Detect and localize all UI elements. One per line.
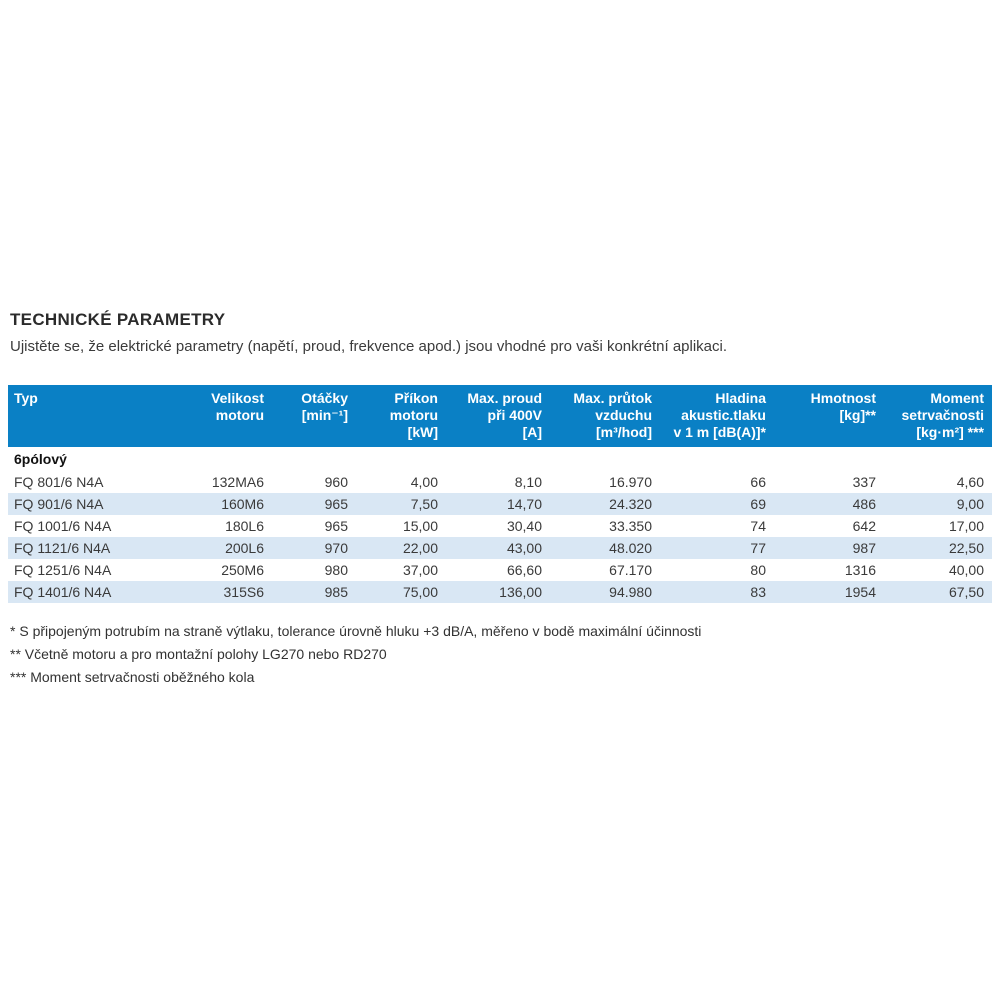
table-cell: 75,00	[356, 581, 446, 603]
table-cell: 250M6	[221, 562, 264, 578]
table-cell: 77	[660, 537, 774, 559]
table-cell: FQ 801/6 N4A	[14, 474, 104, 490]
table-cell: 66,60	[506, 562, 542, 578]
table-row: FQ 801/6 N4A 132MA6 960 4,00 8,10 16.970…	[8, 471, 992, 493]
table-cell: FQ 1401/6 N4A	[8, 581, 176, 603]
table-cell: 960	[324, 474, 348, 490]
table-cell: 965	[324, 518, 348, 534]
page-title: TECHNICKÉ PARAMETRY	[10, 310, 226, 329]
table-cell: 22,50	[884, 537, 992, 559]
table-header-row: Typ Velikost motoru Otáčky [min⁻¹] Příko…	[8, 385, 992, 447]
table-cell: 37,00	[402, 562, 438, 578]
col-header-typ: Typ	[8, 385, 176, 447]
table-cell: 15,00	[402, 518, 438, 534]
table-cell: 1316	[844, 562, 876, 578]
col-header-hladina-akustickeho-tlaku: Hladina akustic.tlaku v 1 m [dB(A)]*	[660, 385, 774, 447]
col-header-velikost-motoru: Velikost motoru	[176, 385, 272, 447]
table-cell: 9,00	[884, 493, 992, 515]
table-cell: 132MA6	[211, 474, 264, 490]
table-cell: 200L6	[176, 537, 272, 559]
table-cell: FQ 901/6 N4A	[8, 493, 176, 515]
table-cell: 180L6	[225, 518, 264, 534]
table-cell: 74	[750, 518, 766, 534]
table-row: FQ 1401/6 N4A 315S6 985 75,00 136,00 94.…	[8, 581, 992, 603]
table-row: FQ 1251/6 N4A 250M6 980 37,00 66,60 67.1…	[8, 559, 992, 581]
table-cell: 80	[750, 562, 766, 578]
table-cell: 83	[660, 581, 774, 603]
table-cell: 30,40	[506, 518, 542, 534]
table-cell: 980	[324, 562, 348, 578]
col-header-max-proud: Max. proud při 400V [A]	[446, 385, 550, 447]
datasheet-section: TECHNICKÉ PARAMETRY Ujistěte se, že elek…	[8, 310, 992, 689]
table-cell: 66	[750, 474, 766, 490]
table-cell: FQ 1121/6 N4A	[8, 537, 176, 559]
table-cell: 642	[852, 518, 876, 534]
table-cell: 8,10	[514, 474, 542, 490]
footnote-3: *** Moment setrvačnosti oběžného kola	[10, 669, 255, 685]
table-group-row: 6pólový	[8, 447, 992, 471]
table-cell: FQ 1251/6 N4A	[14, 562, 112, 578]
table-cell: 315S6	[176, 581, 272, 603]
table-row: FQ 901/6 N4A 160M6 965 7,50 14,70 24.320…	[8, 493, 992, 515]
col-header-otacky: Otáčky [min⁻¹]	[272, 385, 356, 447]
col-header-moment-setrvacnosti: Moment setrvačnosti [kg·m²] ***	[884, 385, 992, 447]
table-cell: 67.170	[609, 562, 652, 578]
table-cell: 24.320	[550, 493, 660, 515]
table-cell: 965	[272, 493, 356, 515]
group-label: 6pólový	[14, 451, 67, 467]
table-cell: 67,50	[884, 581, 992, 603]
footnote-1: * S připojeným potrubím na straně výtlak…	[10, 623, 702, 639]
table-cell: 17,00	[948, 518, 984, 534]
table-cell: 14,70	[446, 493, 550, 515]
table-cell: 987	[774, 537, 884, 559]
table-cell: 16.970	[609, 474, 652, 490]
table-cell: 970	[272, 537, 356, 559]
table-cell: 48.020	[550, 537, 660, 559]
footnote-2: ** Včetně motoru a pro montažní polohy L…	[10, 646, 387, 662]
table-row: FQ 1121/6 N4A 200L6 970 22,00 43,00 48.0…	[8, 537, 992, 559]
table-cell: 486	[774, 493, 884, 515]
table-cell: 337	[852, 474, 876, 490]
table-cell: FQ 1001/6 N4A	[14, 518, 112, 534]
table-cell: 4,00	[410, 474, 438, 490]
table-cell: 94.980	[550, 581, 660, 603]
col-header-max-prutok: Max. průtok vzduchu [m³/hod]	[550, 385, 660, 447]
col-header-prikon-motoru: Příkon motoru [kW]	[356, 385, 446, 447]
table-cell: 69	[660, 493, 774, 515]
table-cell: 160M6	[176, 493, 272, 515]
table-cell: 43,00	[446, 537, 550, 559]
intro-text: Ujistěte se, že elektrické parametry (na…	[10, 338, 728, 355]
table-cell: 33.350	[609, 518, 652, 534]
table-row: FQ 1001/6 N4A 180L6 965 15,00 30,40 33.3…	[8, 515, 992, 537]
table-cell: 7,50	[356, 493, 446, 515]
col-header-hmotnost: Hmotnost [kg]**	[774, 385, 884, 447]
table-cell: 1954	[774, 581, 884, 603]
table-cell: 4,60	[956, 474, 984, 490]
footnotes: * S připojeným potrubím na straně výtlak…	[10, 620, 992, 689]
technical-parameters-table: Typ Velikost motoru Otáčky [min⁻¹] Příko…	[8, 385, 992, 603]
table-cell: 136,00	[446, 581, 550, 603]
table-cell: 22,00	[356, 537, 446, 559]
table-cell: 40,00	[948, 562, 984, 578]
table-cell: 985	[272, 581, 356, 603]
